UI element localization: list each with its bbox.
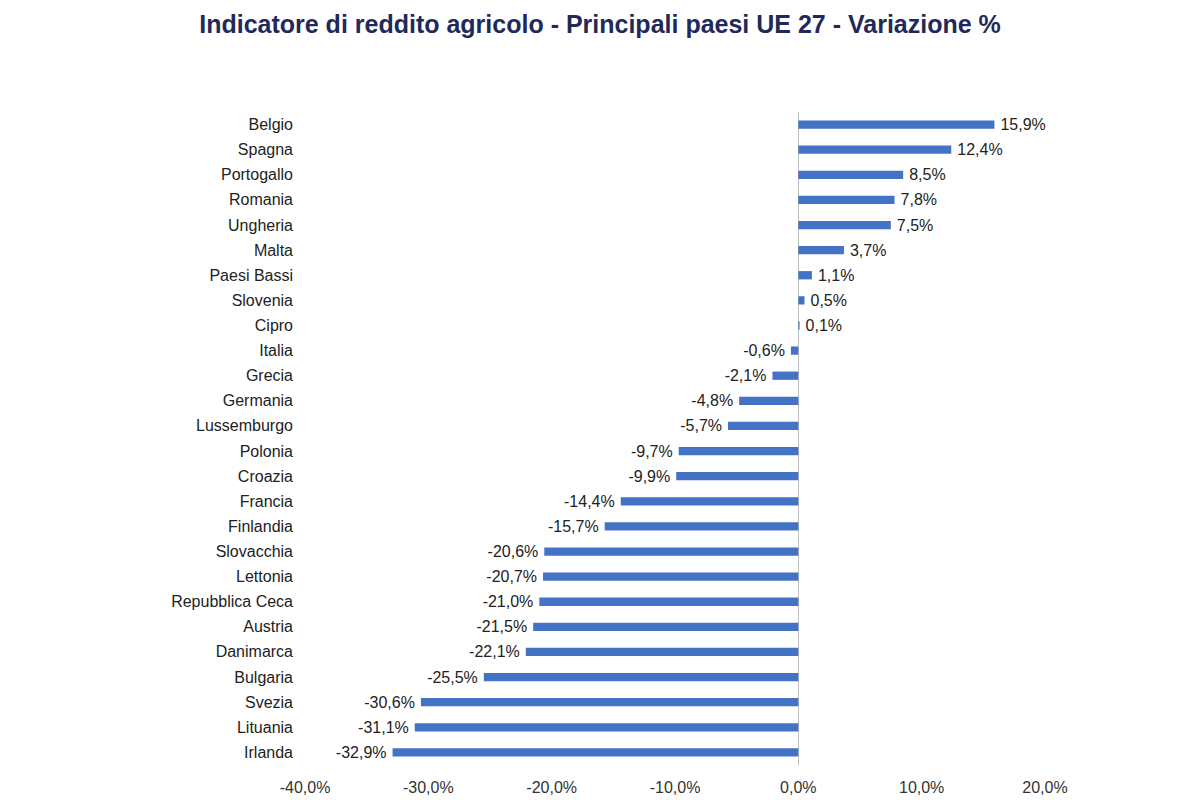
svg-text:0,1%: 0,1% <box>806 317 842 334</box>
svg-text:Germania: Germania <box>223 392 293 409</box>
svg-text:Portogallo: Portogallo <box>221 166 293 183</box>
svg-text:-9,9%: -9,9% <box>628 468 670 485</box>
svg-text:8,5%: 8,5% <box>909 166 945 183</box>
svg-text:Polonia: Polonia <box>240 443 293 460</box>
svg-text:10,0%: 10,0% <box>899 779 944 796</box>
svg-text:12,4%: 12,4% <box>957 141 1002 158</box>
svg-text:0,5%: 0,5% <box>811 292 847 309</box>
svg-text:7,8%: 7,8% <box>901 191 937 208</box>
svg-text:Indicatore di reddito agricolo: Indicatore di reddito agricolo - Princip… <box>199 10 1001 38</box>
svg-text:-21,5%: -21,5% <box>476 618 527 635</box>
svg-text:-10,0%: -10,0% <box>650 779 701 796</box>
svg-text:Croazia: Croazia <box>238 468 293 485</box>
svg-text:-2,1%: -2,1% <box>725 367 767 384</box>
svg-text:Danimarca: Danimarca <box>216 643 293 660</box>
svg-text:Austria: Austria <box>243 618 293 635</box>
svg-text:1,1%: 1,1% <box>818 267 854 284</box>
svg-text:-21,0%: -21,0% <box>483 593 534 610</box>
svg-text:Belgio: Belgio <box>249 116 294 133</box>
svg-text:Malta: Malta <box>254 242 293 259</box>
svg-text:0,0%: 0,0% <box>780 779 816 796</box>
svg-text:-9,7%: -9,7% <box>631 443 673 460</box>
svg-text:Irlanda: Irlanda <box>244 744 293 761</box>
svg-text:Cipro: Cipro <box>255 317 293 334</box>
svg-text:Bulgaria: Bulgaria <box>234 669 293 686</box>
svg-text:Francia: Francia <box>240 493 293 510</box>
svg-text:-40,0%: -40,0% <box>280 779 331 796</box>
svg-text:-20,0%: -20,0% <box>526 779 577 796</box>
svg-text:-25,5%: -25,5% <box>427 669 478 686</box>
svg-text:-0,6%: -0,6% <box>743 342 785 359</box>
svg-text:-14,4%: -14,4% <box>564 493 615 510</box>
svg-text:Grecia: Grecia <box>246 367 293 384</box>
svg-text:Finlandia: Finlandia <box>228 518 293 535</box>
svg-text:Ungheria: Ungheria <box>228 217 293 234</box>
svg-text:-31,1%: -31,1% <box>358 719 409 736</box>
svg-text:Spagna: Spagna <box>238 141 293 158</box>
svg-text:-32,9%: -32,9% <box>336 744 387 761</box>
svg-text:-22,1%: -22,1% <box>469 643 520 660</box>
svg-text:Romania: Romania <box>229 191 293 208</box>
svg-text:Lituania: Lituania <box>237 719 293 736</box>
svg-text:-20,7%: -20,7% <box>486 568 537 585</box>
svg-text:Slovenia: Slovenia <box>232 292 293 309</box>
svg-text:Repubblica Ceca: Repubblica Ceca <box>171 593 293 610</box>
svg-text:-30,0%: -30,0% <box>403 779 454 796</box>
svg-text:Lussemburgo: Lussemburgo <box>196 417 293 434</box>
svg-text:-15,7%: -15,7% <box>548 518 599 535</box>
svg-text:Slovacchia: Slovacchia <box>216 543 293 560</box>
svg-text:Paesi Bassi: Paesi Bassi <box>209 267 293 284</box>
svg-text:Lettonia: Lettonia <box>236 568 293 585</box>
svg-text:Svezia: Svezia <box>245 694 293 711</box>
svg-text:-20,6%: -20,6% <box>488 543 539 560</box>
svg-text:-30,6%: -30,6% <box>364 694 415 711</box>
svg-text:Italia: Italia <box>259 342 293 359</box>
svg-text:7,5%: 7,5% <box>897 217 933 234</box>
svg-text:-5,7%: -5,7% <box>680 417 722 434</box>
svg-text:3,7%: 3,7% <box>850 242 886 259</box>
svg-text:20,0%: 20,0% <box>1022 779 1067 796</box>
svg-text:-4,8%: -4,8% <box>691 392 733 409</box>
svg-text:15,9%: 15,9% <box>1000 116 1045 133</box>
